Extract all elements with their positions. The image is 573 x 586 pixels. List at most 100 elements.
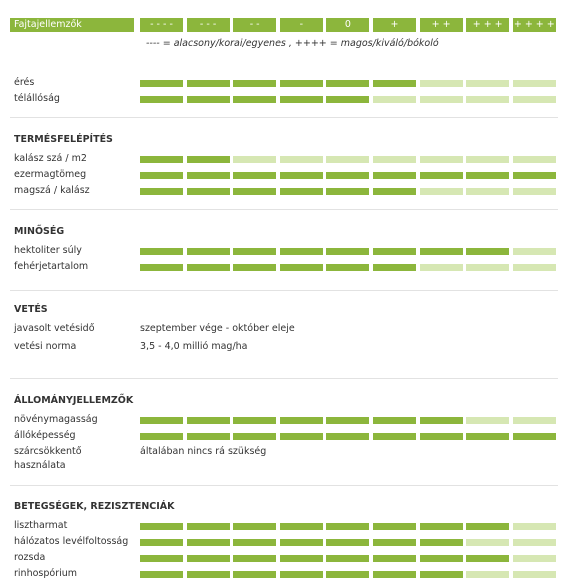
rating-segment (279, 523, 323, 530)
rating-segment (373, 571, 416, 578)
rating-segment (419, 80, 463, 87)
rating-segment (186, 264, 230, 271)
rating-segment (326, 96, 370, 103)
rating-segment (373, 248, 416, 255)
rating-segment (140, 188, 183, 195)
rating-segment (466, 539, 510, 546)
scale-label: 0 (326, 18, 370, 32)
rating-segment (419, 188, 463, 195)
row-label: rinhospórium (14, 568, 78, 579)
rating-segment (326, 555, 370, 562)
rating-segment (279, 264, 323, 271)
rating-segment (233, 417, 277, 424)
rating-segment (279, 248, 323, 255)
rating-segment (140, 96, 183, 103)
rating-segment (466, 248, 510, 255)
rating-segment (233, 555, 277, 562)
rating-segment (186, 571, 230, 578)
rating-segment (466, 555, 510, 562)
section-title: ÁLLOMÁNYJELLEMZŐK (14, 395, 134, 406)
row-label: szárcsökkentő használata (14, 446, 82, 471)
rating-bar (140, 433, 559, 440)
rating-segment (419, 248, 463, 255)
rating-segment (373, 264, 416, 271)
scale-label: + (373, 18, 416, 32)
rating-segment (419, 555, 463, 562)
row-label: hálózatos levélfoltosság (14, 536, 129, 547)
rating-segment (140, 172, 183, 179)
rating-segment (512, 264, 556, 271)
rating-segment (186, 172, 230, 179)
rating-segment (326, 571, 370, 578)
section-title: MINŐSÉG (14, 226, 65, 237)
rating-segment (279, 571, 323, 578)
row-label: ezermagtömeg (14, 169, 87, 180)
section-title: VETÉS (14, 304, 48, 315)
row-label: kalász szá / m2 (14, 153, 87, 164)
header-title: Fajtajellemzők (10, 18, 134, 32)
rating-segment (512, 571, 556, 578)
row-value: 3,5 - 4,0 millió mag/ha (140, 341, 248, 352)
rating-segment (466, 172, 510, 179)
rating-segment (279, 188, 323, 195)
rating-bar (140, 523, 559, 530)
rating-segment (233, 80, 277, 87)
scale-label: + + (419, 18, 463, 32)
rating-segment (186, 188, 230, 195)
separator (10, 290, 558, 291)
rating-segment (466, 264, 510, 271)
rating-segment (140, 555, 183, 562)
rating-segment (373, 96, 416, 103)
rating-segment (233, 188, 277, 195)
separator (10, 117, 558, 118)
rating-segment (279, 433, 323, 440)
rating-segment (512, 156, 556, 163)
rating-segment (233, 264, 277, 271)
rating-segment (419, 539, 463, 546)
row-label: vetési norma (14, 341, 77, 352)
rating-segment (140, 248, 183, 255)
rating-segment (419, 96, 463, 103)
rating-bar (140, 571, 559, 578)
rating-bar (140, 248, 559, 255)
row-label: állóképesség (14, 430, 76, 441)
rating-segment (233, 539, 277, 546)
rating-bar (140, 172, 559, 179)
rating-segment (373, 156, 416, 163)
rating-segment (512, 555, 556, 562)
rating-segment (466, 433, 510, 440)
rating-segment (326, 80, 370, 87)
rating-segment (466, 80, 510, 87)
rating-segment (233, 172, 277, 179)
rating-segment (279, 172, 323, 179)
rating-segment (466, 417, 510, 424)
rating-segment (512, 433, 556, 440)
legend: ---- = alacsony/korai/egyenes , ++++ = m… (146, 38, 439, 49)
rating-segment (140, 156, 183, 163)
rating-segment (466, 188, 510, 195)
row-label: érés (14, 77, 35, 88)
rating-segment (326, 248, 370, 255)
rating-segment (326, 523, 370, 530)
rating-segment (326, 539, 370, 546)
rating-segment (140, 523, 183, 530)
rating-bar (140, 96, 559, 103)
rating-segment (233, 523, 277, 530)
rating-segment (140, 539, 183, 546)
rating-segment (373, 539, 416, 546)
rating-segment (466, 156, 510, 163)
rating-segment (512, 96, 556, 103)
row-label: javasolt vetésidő (14, 323, 95, 334)
rating-segment (373, 417, 416, 424)
rating-segment (512, 80, 556, 87)
row-value: általában nincs rá szükség (140, 446, 267, 457)
rating-bar (140, 264, 559, 271)
rating-segment (279, 156, 323, 163)
row-label: lisztharmat (14, 520, 68, 531)
scale-label: - - - - (140, 18, 183, 32)
section-title: TERMÉSFELÉPÍTÉS (14, 134, 113, 145)
rating-segment (373, 188, 416, 195)
rating-segment (140, 433, 183, 440)
rating-segment (233, 433, 277, 440)
